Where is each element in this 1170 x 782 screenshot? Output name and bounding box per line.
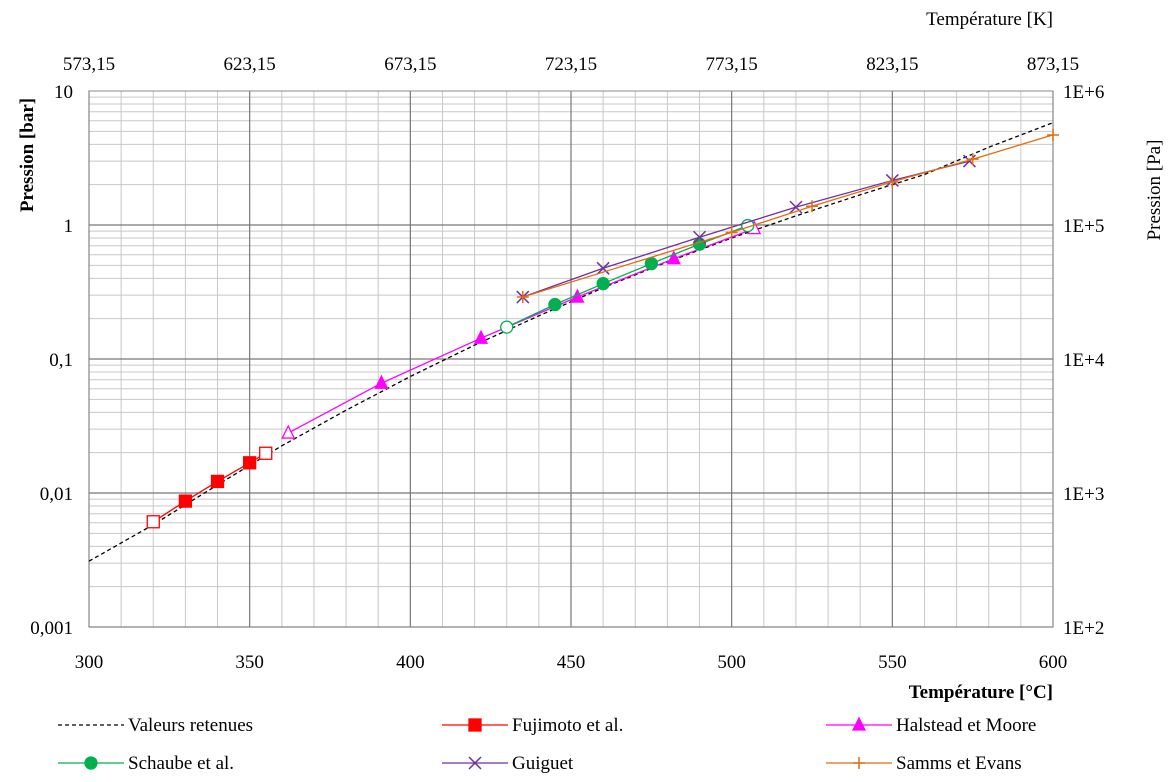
x-tick-label: 600 xyxy=(1039,652,1068,673)
x2-tick-label: 773,15 xyxy=(706,54,758,75)
series-3 xyxy=(281,220,762,439)
plus-marker xyxy=(806,200,818,213)
triangle-marker xyxy=(473,329,489,344)
series-4 xyxy=(500,218,755,334)
x2-axis-title: Température [K] xyxy=(926,9,1053,30)
square-marker xyxy=(468,718,482,732)
plus-marker xyxy=(853,757,865,769)
x2-tick-label: 723,15 xyxy=(545,54,597,75)
series-line xyxy=(506,224,748,328)
x-axis-title: Température [°C] xyxy=(909,682,1053,703)
y2-axis-title: Pression [Pa] xyxy=(1144,140,1165,241)
plus-marker xyxy=(725,226,738,239)
x-tick-label: 450 xyxy=(557,652,586,673)
y-tick-label: 10 xyxy=(54,82,73,103)
plus-marker xyxy=(516,291,529,304)
legend-item: Samms et Evans xyxy=(826,753,1022,774)
square-marker xyxy=(210,474,225,489)
plot-area-frame xyxy=(88,90,1054,628)
x2-axis-tick-labels: 573,15 623,15 673,15 723,15 773,15 823,15 873,… xyxy=(63,54,1079,75)
legend: Valeurs retenues Fujimoto et al. Halstead … xyxy=(58,715,1036,774)
data-series xyxy=(88,122,1059,562)
plus-marker xyxy=(886,175,899,188)
y2-tick-label: 1E+3 xyxy=(1063,484,1104,505)
legend-item: Fujimoto et al. xyxy=(442,715,623,736)
x-marker xyxy=(596,261,610,275)
x2-tick-label: 823,15 xyxy=(866,54,918,75)
legend-item: Halstead et Moore xyxy=(826,715,1036,736)
series-line xyxy=(522,160,970,298)
x-tick-label: 400 xyxy=(396,652,425,673)
y-tick-label: 0,1 xyxy=(49,350,73,371)
legend-label: Valeurs retenues xyxy=(128,715,253,736)
circle-marker xyxy=(644,256,658,271)
legend-label: Guiguet xyxy=(512,753,574,774)
circle-marker xyxy=(596,277,610,291)
y2-tick-label: 1E+4 xyxy=(1063,350,1105,371)
circle-marker xyxy=(500,320,514,334)
series-2 xyxy=(146,446,273,529)
y2-axis-tick-labels: 1E+2 1E+3 1E+4 1E+5 1E+6 xyxy=(1063,82,1105,639)
y2-tick-label: 1E+2 xyxy=(1063,618,1104,639)
circle-marker xyxy=(548,297,562,312)
y-tick-label: 1 xyxy=(64,216,74,237)
y-axis-tick-labels: 0,001 0,01 0,1 1 10 xyxy=(30,82,73,639)
square-marker xyxy=(259,446,273,460)
triangle-marker xyxy=(851,716,867,731)
x-marker xyxy=(468,756,482,770)
legend-item: Guiguet xyxy=(442,753,574,774)
series-6 xyxy=(516,128,1059,304)
square-marker xyxy=(178,494,193,508)
x-axis-tick-labels: 300 350 400 450 500 550 600 xyxy=(75,652,1068,673)
y2-tick-label: 1E+5 xyxy=(1063,216,1104,237)
series-line xyxy=(522,134,1054,298)
x-tick-label: 500 xyxy=(717,652,746,673)
legend-label: Halstead et Moore xyxy=(896,715,1036,736)
legend-label: Schaube et al. xyxy=(128,753,234,774)
plus-marker xyxy=(1047,128,1059,141)
y-tick-label: 0,01 xyxy=(40,484,73,505)
x2-tick-label: 573,15 xyxy=(63,54,115,75)
legend-item: Schaube et al. xyxy=(58,753,234,774)
x-tick-label: 550 xyxy=(878,652,907,673)
x-tick-label: 300 xyxy=(75,652,104,673)
x-marker xyxy=(962,154,976,168)
triangle-marker xyxy=(666,250,681,265)
triangle-marker xyxy=(281,424,296,439)
y-axis-title: Pression [bar] xyxy=(17,98,38,212)
x-marker xyxy=(789,200,803,214)
x2-tick-label: 673,15 xyxy=(384,54,436,75)
series-line xyxy=(287,227,755,434)
triangle-marker xyxy=(374,374,389,389)
legend-label: Fujimoto et al. xyxy=(512,715,623,736)
x-tick-label: 350 xyxy=(235,652,264,673)
y2-tick-label: 1E+6 xyxy=(1063,82,1104,103)
x2-tick-label: 873,15 xyxy=(1027,54,1079,75)
square-marker xyxy=(243,456,257,470)
square-marker xyxy=(146,515,160,529)
legend-label: Samms et Evans xyxy=(896,753,1022,774)
x2-tick-label: 623,15 xyxy=(224,54,276,75)
plus-marker xyxy=(966,153,979,166)
y-tick-label: 0,001 xyxy=(30,618,73,639)
legend-item: Valeurs retenues xyxy=(58,715,253,736)
circle-marker xyxy=(84,756,98,770)
